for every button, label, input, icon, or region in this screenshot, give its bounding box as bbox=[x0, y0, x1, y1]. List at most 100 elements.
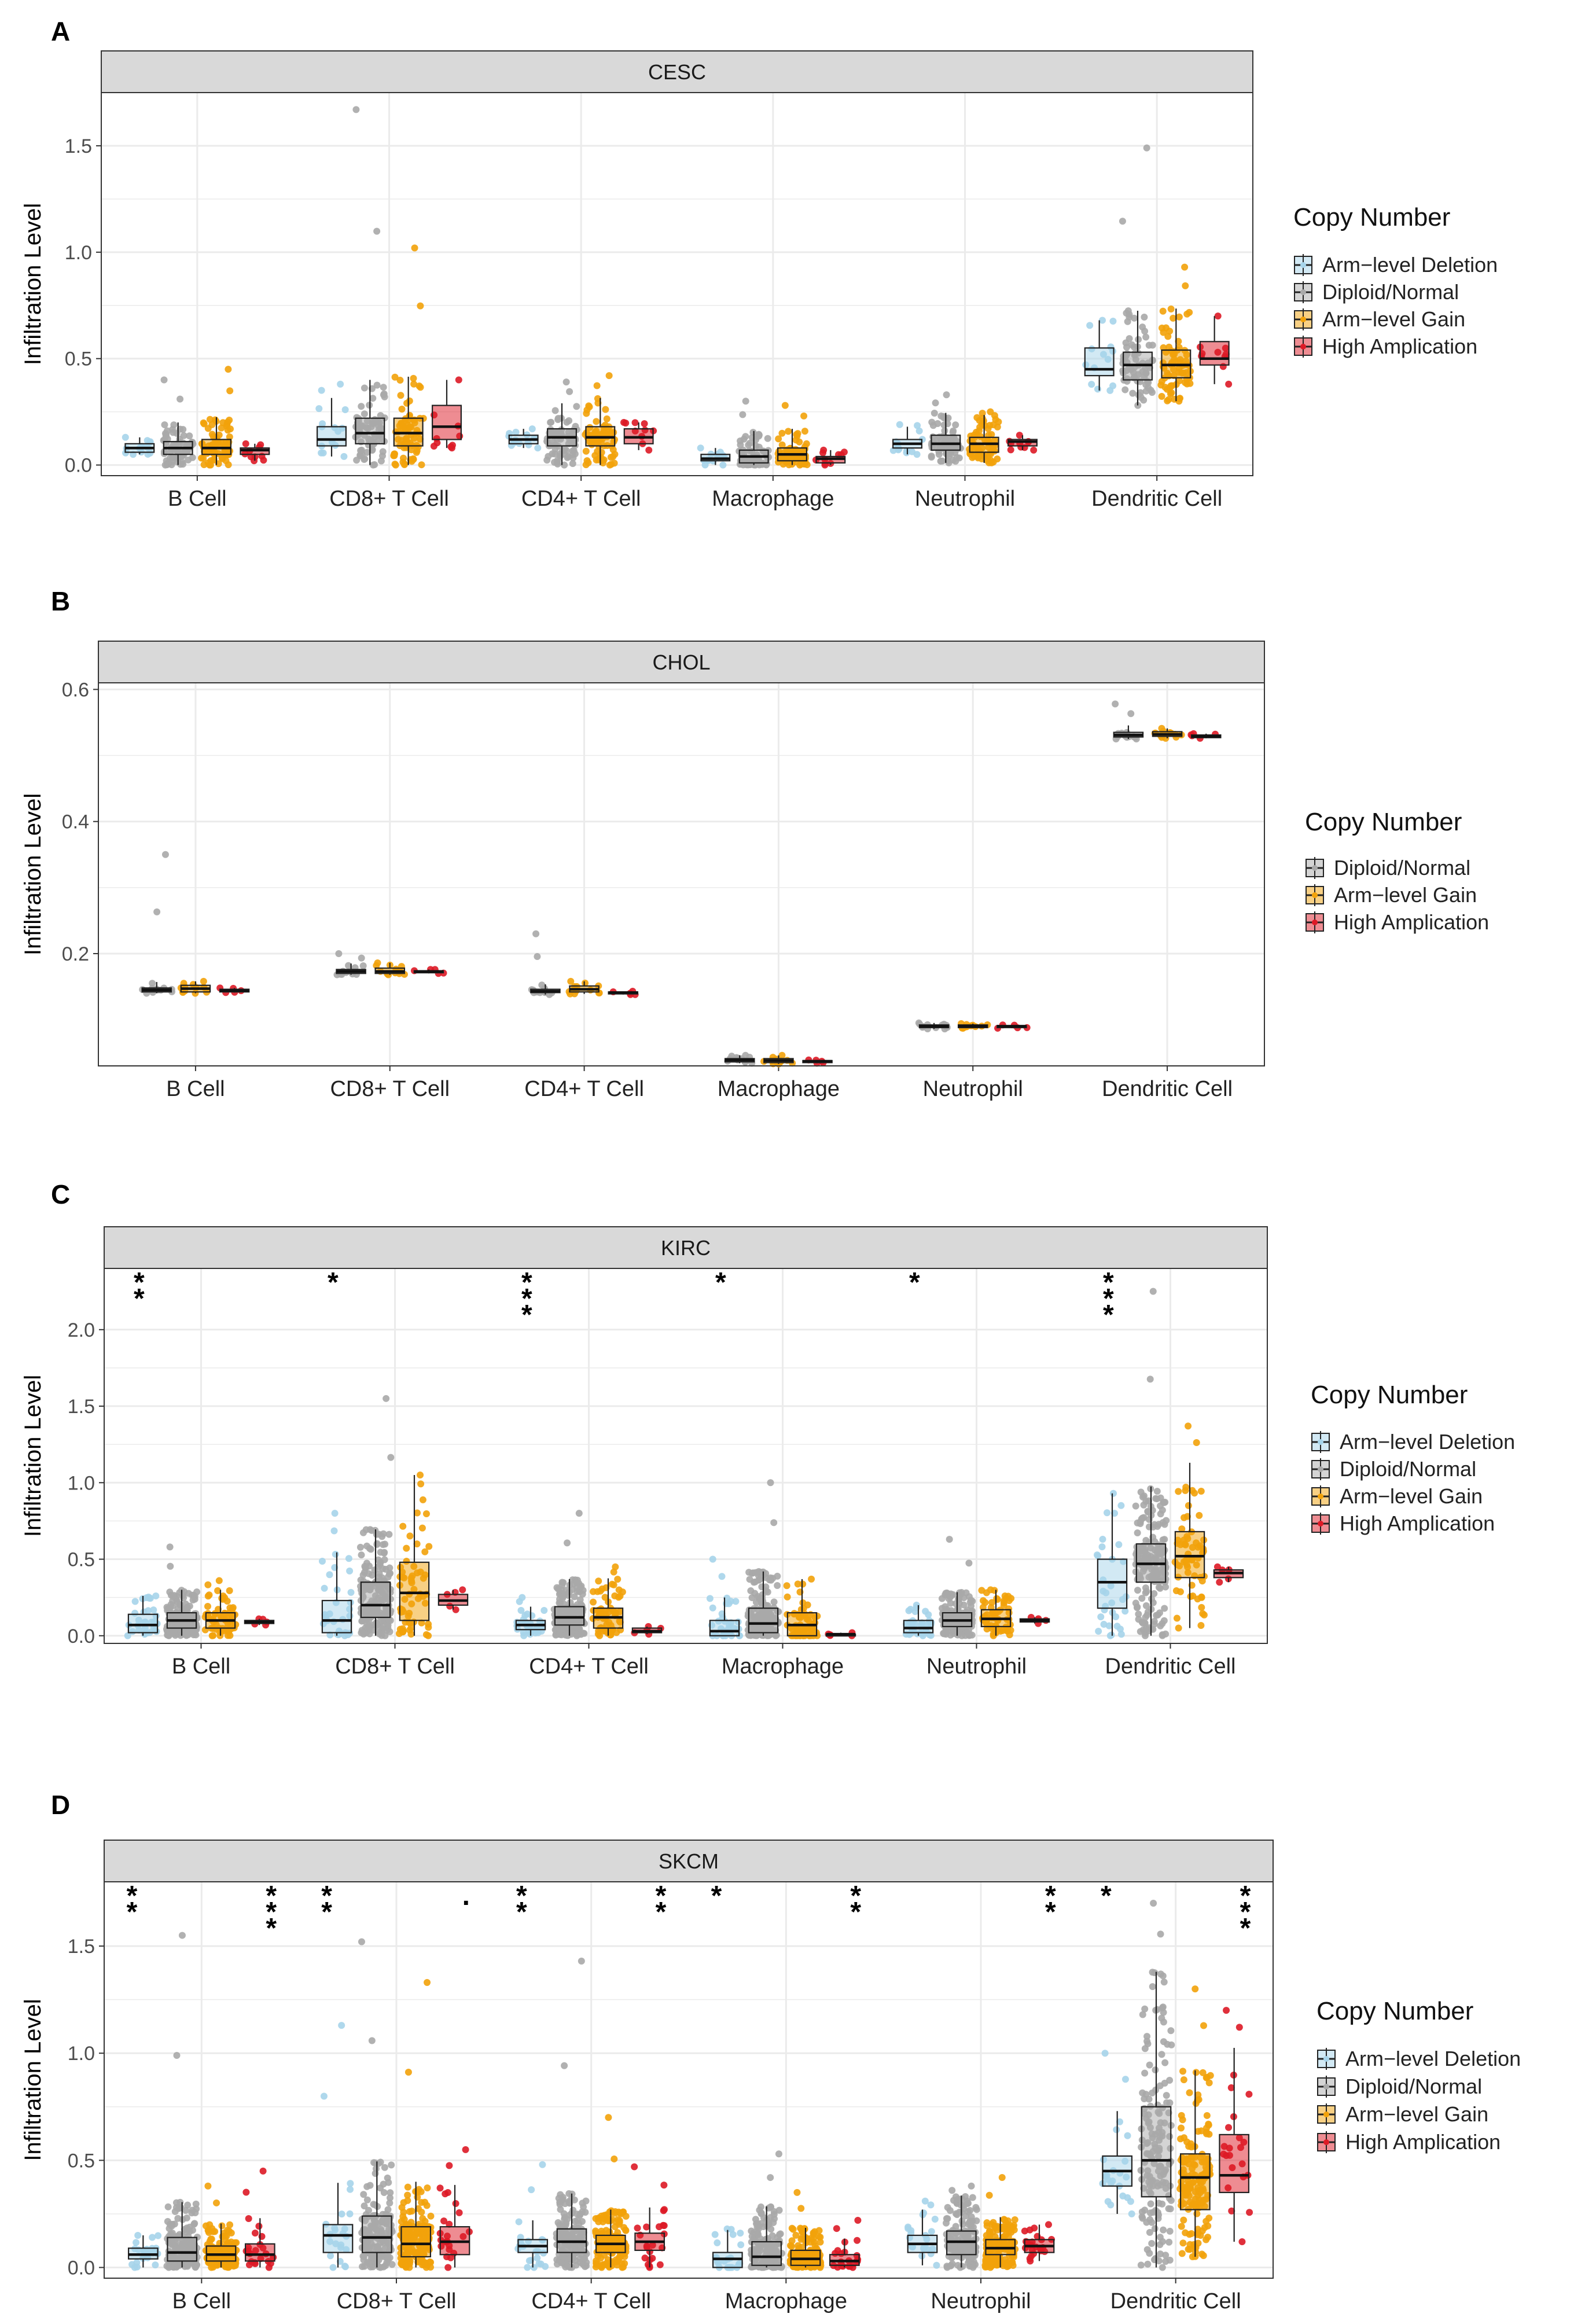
data-point bbox=[161, 851, 169, 858]
data-point bbox=[166, 1543, 174, 1551]
box-cesc-s1-c5 bbox=[1119, 144, 1156, 409]
panel-label: D bbox=[51, 1790, 70, 1820]
data-point bbox=[964, 2208, 972, 2216]
data-point bbox=[358, 954, 365, 962]
data-point bbox=[378, 2252, 385, 2260]
y-tick-label: 0.4 bbox=[62, 811, 89, 833]
data-point bbox=[758, 1583, 766, 1591]
data-point bbox=[945, 459, 953, 466]
data-point bbox=[943, 391, 950, 399]
x-tick-label: Macrophage bbox=[712, 487, 834, 511]
data-point bbox=[425, 1624, 432, 1631]
box-kirc-s2-c2 bbox=[589, 1563, 626, 1639]
data-point bbox=[204, 1602, 211, 1610]
data-point bbox=[1160, 2226, 1167, 2234]
data-point bbox=[227, 2238, 235, 2246]
data-point bbox=[768, 2232, 776, 2239]
plot-border bbox=[98, 682, 1265, 1066]
data-point bbox=[1097, 1613, 1105, 1621]
data-point bbox=[987, 408, 994, 415]
data-point bbox=[1100, 1620, 1108, 1628]
data-point bbox=[1159, 2264, 1166, 2271]
data-point bbox=[1225, 380, 1233, 388]
box-chol-s1-c1 bbox=[373, 959, 408, 979]
data-point bbox=[528, 425, 536, 433]
data-point bbox=[576, 1596, 584, 1603]
legend-key-point bbox=[1300, 289, 1306, 295]
box-skcm-s1-c2 bbox=[553, 1958, 590, 2271]
data-point bbox=[221, 1594, 229, 1602]
data-point bbox=[242, 440, 249, 447]
data-point bbox=[928, 453, 935, 460]
data-point bbox=[1161, 2059, 1169, 2066]
box-chol-s0-c4 bbox=[915, 1019, 951, 1033]
data-point bbox=[381, 1548, 388, 1556]
data-point bbox=[347, 2180, 354, 2187]
data-point bbox=[1133, 1604, 1141, 1612]
data-point bbox=[547, 418, 554, 426]
data-point bbox=[398, 2218, 405, 2226]
data-point bbox=[226, 1587, 233, 1594]
data-point bbox=[346, 1567, 354, 1575]
data-point bbox=[1146, 1375, 1154, 1383]
y-tick-label: 0.0 bbox=[65, 455, 92, 477]
data-point bbox=[1106, 387, 1114, 394]
data-point bbox=[578, 1958, 585, 1965]
x-tick-label: Dendritic Cell bbox=[1105, 1654, 1236, 1679]
data-point bbox=[165, 1632, 172, 1639]
data-point bbox=[367, 1546, 374, 1553]
box-iqr bbox=[399, 1561, 430, 1621]
box-cesc-s0-c4 bbox=[889, 421, 926, 458]
box-cesc-s2-c2 bbox=[582, 372, 619, 469]
legend-key-point bbox=[1318, 1466, 1323, 1472]
data-point bbox=[362, 1526, 370, 1533]
data-point bbox=[200, 454, 207, 462]
data-point bbox=[1173, 1614, 1181, 1622]
data-point bbox=[337, 380, 344, 388]
facet-strip bbox=[101, 50, 1253, 93]
legend-key-point bbox=[1300, 344, 1306, 350]
data-point bbox=[1130, 343, 1138, 351]
box-cesc-s2-c5 bbox=[1157, 263, 1194, 405]
data-point bbox=[1141, 1632, 1149, 1639]
data-point bbox=[191, 2220, 198, 2227]
data-point bbox=[840, 448, 848, 456]
data-point bbox=[573, 403, 580, 410]
data-point bbox=[1126, 311, 1133, 318]
data-point bbox=[937, 412, 945, 420]
data-point bbox=[1152, 2066, 1159, 2074]
data-point bbox=[561, 2062, 568, 2069]
data-point bbox=[1198, 1603, 1205, 1611]
data-point bbox=[610, 1568, 617, 1576]
data-point bbox=[406, 2264, 413, 2271]
data-point bbox=[584, 459, 592, 466]
data-point bbox=[528, 2186, 535, 2194]
data-point bbox=[1156, 2234, 1164, 2241]
data-point bbox=[1162, 324, 1170, 332]
box-iqr bbox=[322, 2224, 354, 2253]
y-axis-title: Infiltration Level bbox=[20, 1999, 46, 2161]
data-point bbox=[1161, 1498, 1169, 1506]
data-point bbox=[534, 953, 541, 961]
box-skcm-s2-c1 bbox=[397, 1979, 435, 2271]
x-tick-label: CD8+ T Cell bbox=[329, 487, 449, 511]
box-kirc-s1-c4 bbox=[938, 1536, 976, 1639]
data-point bbox=[551, 445, 559, 453]
data-point bbox=[1163, 2092, 1170, 2099]
data-point bbox=[210, 457, 218, 464]
data-point bbox=[368, 2037, 376, 2044]
data-point bbox=[403, 1544, 410, 1552]
y-tick-label: 1.5 bbox=[68, 1396, 95, 1418]
data-point bbox=[168, 2222, 175, 2230]
x-tick-label: Macrophage bbox=[718, 1077, 840, 1101]
data-point bbox=[1151, 2256, 1159, 2263]
data-point bbox=[1159, 1631, 1166, 1639]
legend-entry: High Amplication bbox=[1294, 334, 1477, 358]
box-chol-s2-c5 bbox=[1187, 730, 1222, 742]
box-skcm-s0-c1 bbox=[320, 2022, 354, 2271]
box-cesc-s3-c2 bbox=[620, 419, 657, 454]
data-point bbox=[410, 374, 417, 382]
data-point bbox=[459, 1586, 466, 1594]
x-tick-label: B Cell bbox=[172, 2289, 231, 2313]
data-point bbox=[368, 1572, 376, 1579]
